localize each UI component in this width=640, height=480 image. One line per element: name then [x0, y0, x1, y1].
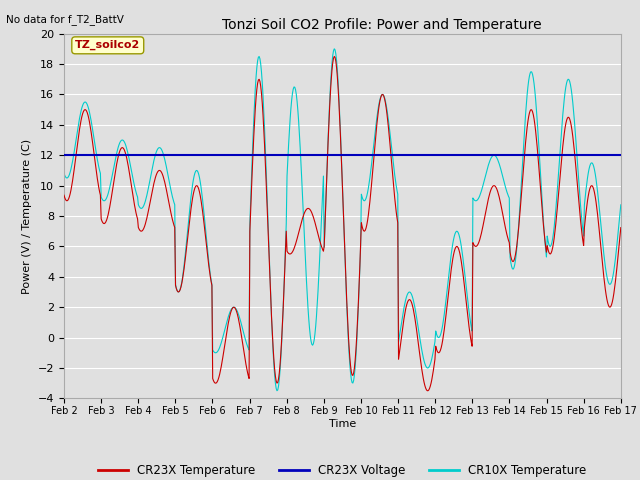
Text: TZ_soilco2: TZ_soilco2 [75, 40, 140, 50]
Legend: CR23X Temperature, CR23X Voltage, CR10X Temperature: CR23X Temperature, CR23X Voltage, CR10X … [93, 459, 591, 480]
Title: Tonzi Soil CO2 Profile: Power and Temperature: Tonzi Soil CO2 Profile: Power and Temper… [221, 18, 541, 33]
Text: No data for f_T2_BattV: No data for f_T2_BattV [6, 14, 124, 25]
Y-axis label: Power (V) / Temperature (C): Power (V) / Temperature (C) [22, 138, 32, 294]
X-axis label: Time: Time [329, 419, 356, 429]
